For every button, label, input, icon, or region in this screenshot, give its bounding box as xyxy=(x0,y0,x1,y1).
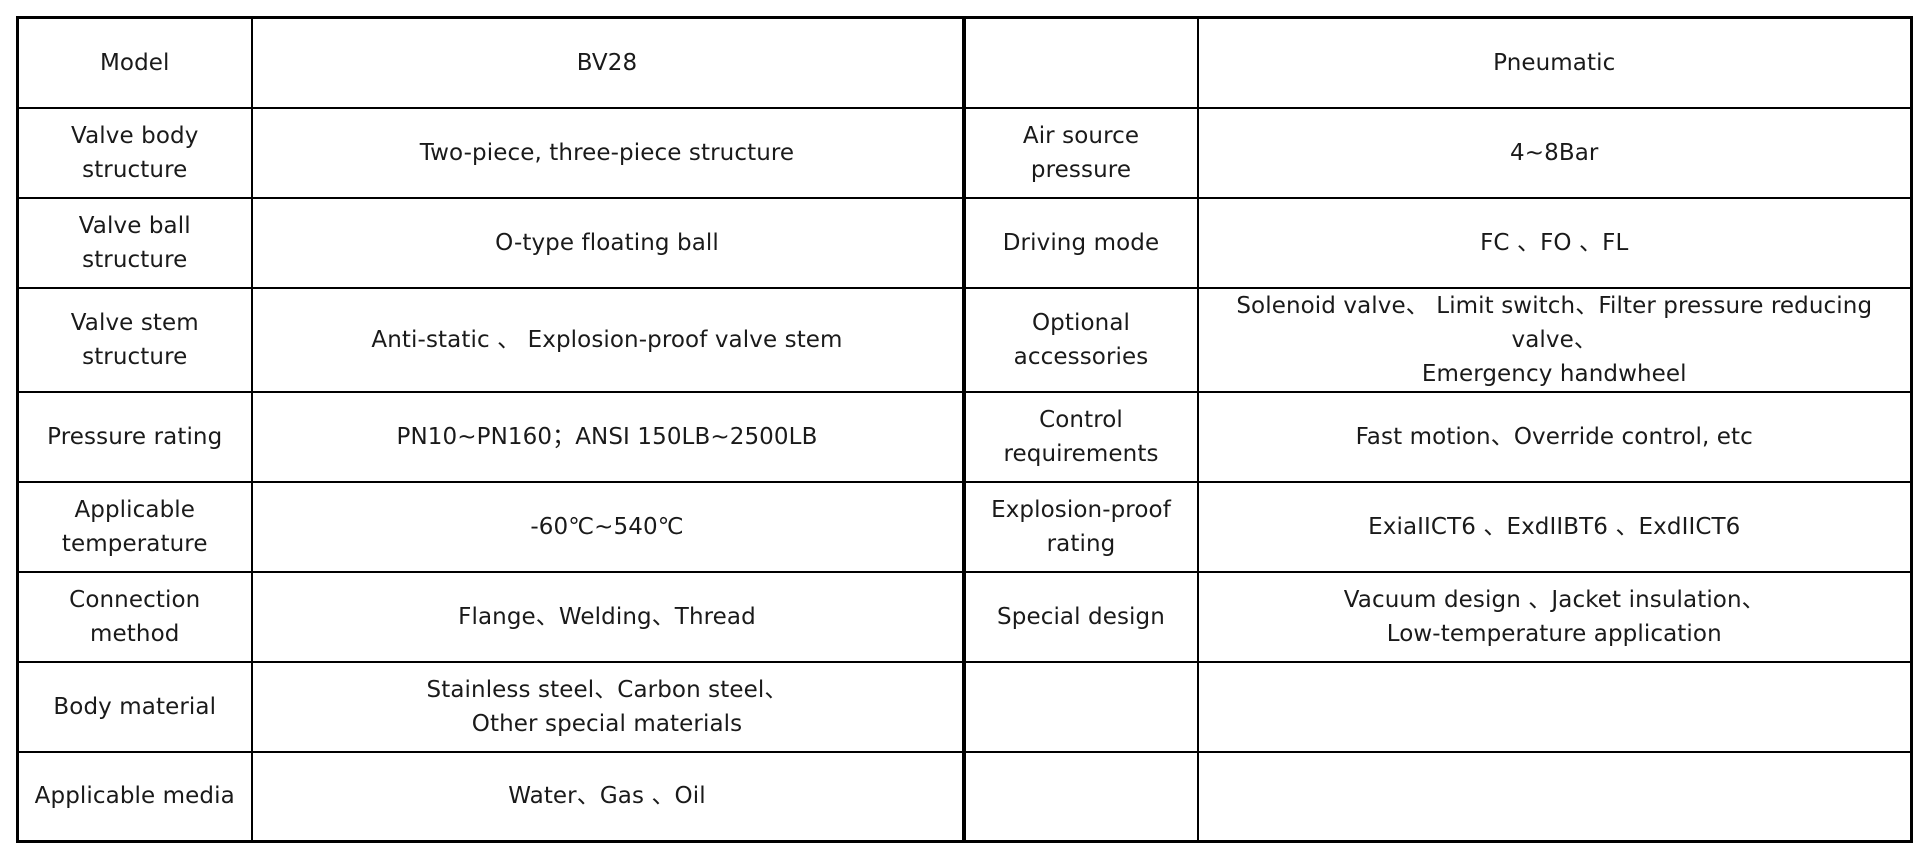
spec-value-right: Solenoid valve、 Limit switch、Filter pres… xyxy=(1196,286,1913,393)
spec-value-right: ExiaIICT6 、ExdIIBT6 、ExdIICT6 xyxy=(1196,480,1913,573)
spec-label-right xyxy=(961,16,1199,109)
spec-label-right: Special design xyxy=(961,570,1199,663)
table-row: Applicable media Water、Gas 、Oil xyxy=(16,750,1913,843)
spec-label-right xyxy=(961,750,1199,843)
table-row: Valve ball structure O-type floating bal… xyxy=(16,196,1913,289)
table-row: Valve stem structure Anti-static 、 Explo… xyxy=(16,286,1913,393)
table-row: Applicable temperature -60℃~540℃ Explosi… xyxy=(16,480,1913,573)
spec-value-left: O-type floating ball xyxy=(250,196,965,289)
spec-label-left: Applicable media xyxy=(16,750,253,843)
spec-label-left: Valve ball structure xyxy=(16,196,253,289)
spec-label-left: Pressure rating xyxy=(16,390,253,483)
table-row: Valve body structure Two-piece, three-pi… xyxy=(16,106,1913,199)
spec-label-right xyxy=(961,660,1199,753)
spec-label-left: Connection method xyxy=(16,570,253,663)
spec-label-right: Air source pressure xyxy=(961,106,1199,199)
spec-label-left: Valve body structure xyxy=(16,106,253,199)
spec-value-right: FC 、FO 、FL xyxy=(1196,196,1913,289)
spec-label-right: Control requirements xyxy=(961,390,1199,483)
spec-label-left: Applicable temperature xyxy=(16,480,253,573)
spec-label-right: Optional accessories xyxy=(961,286,1199,393)
spec-value-right: 4~8Bar xyxy=(1196,106,1913,199)
spec-value-left: PN10~PN160；ANSI 150LB~2500LB xyxy=(250,390,965,483)
spec-value-left: Stainless steel、Carbon steel、 Other spec… xyxy=(250,660,965,753)
spec-value-left: BV28 xyxy=(250,16,965,109)
spec-value-right: Vacuum design 、Jacket insulation、 Low-te… xyxy=(1196,570,1913,663)
table-row: Model BV28 Pneumatic xyxy=(16,16,1913,109)
spec-label-right: Explosion-proof rating xyxy=(961,480,1199,573)
spec-label-left: Valve stem structure xyxy=(16,286,253,393)
spec-value-right: Pneumatic xyxy=(1196,16,1913,109)
spec-value-left: Anti-static 、 Explosion-proof valve stem xyxy=(250,286,965,393)
spec-value-left: -60℃~540℃ xyxy=(250,480,965,573)
table-row: Pressure rating PN10~PN160；ANSI 150LB~25… xyxy=(16,390,1913,483)
spec-value-right xyxy=(1196,750,1913,843)
spec-label-left: Body material xyxy=(16,660,253,753)
spec-value-left: Two-piece, three-piece structure xyxy=(250,106,965,199)
spec-value-left: Water、Gas 、Oil xyxy=(250,750,965,843)
spec-value-right xyxy=(1196,660,1913,753)
spec-value-right: Fast motion、Override control, etc xyxy=(1196,390,1913,483)
spec-label-left: Model xyxy=(16,16,253,109)
table-row: Body material Stainless steel、Carbon ste… xyxy=(16,660,1913,753)
spec-label-right: Driving mode xyxy=(961,196,1199,289)
table-row: Connection method Flange、Welding、Thread … xyxy=(16,570,1913,663)
spec-value-left: Flange、Welding、Thread xyxy=(250,570,965,663)
specification-table: Model BV28 Pneumatic Valve body structur… xyxy=(16,16,1913,843)
